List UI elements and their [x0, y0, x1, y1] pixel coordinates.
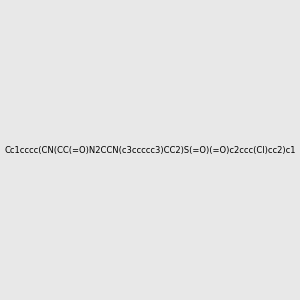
- Text: Cc1cccc(CN(CC(=O)N2CCN(c3ccccc3)CC2)S(=O)(=O)c2ccc(Cl)cc2)c1: Cc1cccc(CN(CC(=O)N2CCN(c3ccccc3)CC2)S(=O…: [4, 146, 296, 154]
